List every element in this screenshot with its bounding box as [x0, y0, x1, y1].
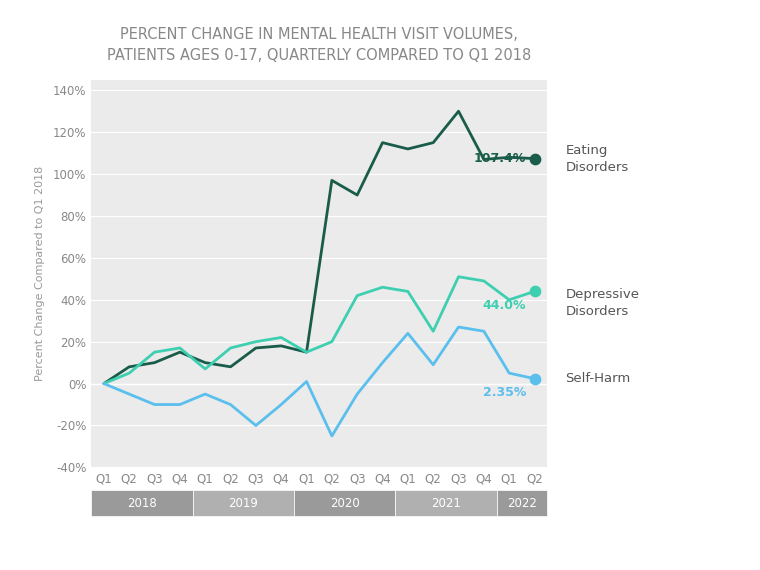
Text: 2019: 2019 [228, 496, 258, 510]
Point [528, 374, 540, 383]
Text: 2021: 2021 [431, 496, 461, 510]
Text: Eating
Disorders: Eating Disorders [565, 144, 629, 174]
Text: 2022: 2022 [507, 496, 537, 510]
Text: Depressive
Disorders: Depressive Disorders [565, 288, 639, 318]
Title: PERCENT CHANGE IN MENTAL HEALTH VISIT VOLUMES,
PATIENTS AGES 0-17, QUARTERLY COM: PERCENT CHANGE IN MENTAL HEALTH VISIT VO… [107, 27, 531, 63]
Text: 107.4%: 107.4% [474, 152, 526, 165]
Y-axis label: Percent Change Compared to Q1 2018: Percent Change Compared to Q1 2018 [34, 166, 45, 381]
Point [528, 154, 540, 163]
Text: Self-Harm: Self-Harm [565, 372, 631, 385]
Text: 44.0%: 44.0% [483, 299, 526, 312]
Point [528, 287, 540, 296]
Text: 2.35%: 2.35% [483, 386, 526, 399]
Text: 2018: 2018 [127, 496, 157, 510]
Text: 2020: 2020 [330, 496, 359, 510]
